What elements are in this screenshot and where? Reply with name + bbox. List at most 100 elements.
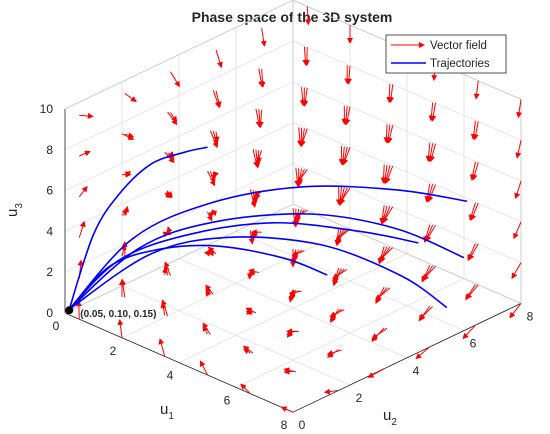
trajectory-line	[68, 213, 465, 310]
vector-arrow	[79, 150, 91, 157]
vector-arrow	[516, 99, 523, 119]
vector-arrow	[511, 262, 522, 280]
vector-arrow	[323, 388, 339, 395]
y-tick-label: 4	[413, 364, 420, 378]
vector-arrow	[286, 330, 294, 338]
vector-arrow	[170, 71, 180, 88]
vector-arrow	[465, 284, 476, 301]
z-tick-label: 10	[40, 102, 54, 116]
vector-arrow	[164, 152, 175, 164]
x-tick-label: 2	[110, 344, 117, 358]
vector-arrow	[388, 84, 395, 104]
vector-arrow	[257, 109, 264, 128]
z-tick-label: 2	[46, 265, 53, 279]
y-tick-label: 8	[527, 309, 534, 323]
grid-line	[64, 81, 294, 191]
legend: Vector field Trajectories	[385, 34, 507, 74]
x-tick-label: 6	[224, 393, 231, 407]
grid-line	[64, 163, 294, 273]
box-edge	[64, 203, 294, 314]
vector-arrow	[242, 348, 251, 355]
vector-arrow	[204, 249, 210, 257]
trajectories	[68, 146, 468, 310]
x-tick-label: 4	[167, 369, 174, 383]
vector-arrow	[469, 161, 476, 181]
vector-arrow	[255, 108, 262, 128]
vector-arrow	[202, 325, 209, 335]
vector-arrow	[326, 349, 339, 358]
vector-arrow	[332, 267, 340, 287]
vector-arrow	[302, 87, 309, 107]
vector-arrow	[210, 210, 217, 217]
grid-line	[235, 231, 465, 331]
vector-arrow	[383, 124, 390, 144]
legend-label-vector-field: Vector field	[430, 40, 487, 52]
grid-line	[121, 285, 351, 386]
vector-arrow	[161, 266, 168, 275]
vector-arrow	[255, 150, 262, 166]
trajectory-line	[68, 244, 328, 310]
vector-arrow	[462, 324, 476, 340]
vector-arrow	[509, 303, 522, 319]
trajectory-line	[68, 236, 448, 310]
vector-arrow	[377, 246, 385, 265]
vector-arrow	[206, 211, 213, 222]
y-tick-label: 6	[470, 337, 477, 351]
vector-arrow	[167, 111, 178, 126]
vector-arrow	[288, 289, 295, 303]
vector-arrow	[424, 183, 431, 203]
z-tick-label: 8	[46, 143, 53, 157]
z-tick-label: 4	[46, 224, 53, 238]
chart-title: Phase space of the 3D system	[192, 9, 393, 25]
vector-arrow	[240, 383, 251, 394]
vector-arrow	[515, 140, 522, 159]
vector-arrow	[158, 338, 166, 357]
vector-arrow	[78, 185, 88, 198]
grid-line	[64, 40, 294, 151]
y-tick-label: 2	[356, 391, 363, 405]
legend-box	[385, 34, 507, 74]
vector-arrow	[215, 49, 223, 69]
vector-arrow	[121, 133, 135, 140]
vector-arrow	[302, 46, 309, 66]
vector-arrow	[371, 327, 385, 342]
vector-arrow	[124, 93, 137, 102]
vector-arrow	[418, 305, 431, 322]
vector-arrow	[210, 209, 217, 216]
vector-arrow	[466, 284, 479, 300]
vector-arrow	[162, 231, 170, 238]
y-axis-line	[292, 303, 522, 413]
vector-arrow	[334, 227, 341, 247]
grid-line	[292, 163, 522, 263]
vector-arrow	[305, 6, 312, 26]
vector-arrow	[367, 368, 385, 378]
grid-line	[64, 122, 294, 232]
vector-field	[75, 6, 523, 413]
vector-arrow	[119, 278, 126, 298]
vector-arrow	[280, 406, 294, 413]
vector-arrow	[430, 102, 437, 122]
vector-arrow	[78, 220, 86, 238]
vector-arrow	[294, 167, 301, 187]
x-axis-line	[64, 312, 294, 413]
initial-point-marker	[65, 306, 74, 315]
vector-arrow	[428, 102, 435, 122]
vector-arrow	[164, 192, 172, 199]
vector-arrow	[425, 142, 432, 162]
vector-arrow	[213, 171, 219, 178]
vector-arrow	[386, 83, 393, 103]
vector-arrow	[470, 121, 477, 141]
vector-arrow	[380, 164, 387, 184]
vector-arrow	[245, 308, 253, 315]
vector-arrow	[299, 87, 306, 107]
grid-line	[178, 258, 408, 359]
z-axis-label: u3	[4, 203, 25, 217]
vector-arrow	[212, 90, 221, 109]
legend-label-trajectories: Trajectories	[430, 58, 490, 70]
trajectory-line	[68, 185, 468, 310]
vector-arrow	[330, 308, 340, 323]
trajectory-line	[68, 146, 208, 310]
grid-line	[292, 40, 522, 141]
x-axis-label: u1	[160, 401, 174, 422]
